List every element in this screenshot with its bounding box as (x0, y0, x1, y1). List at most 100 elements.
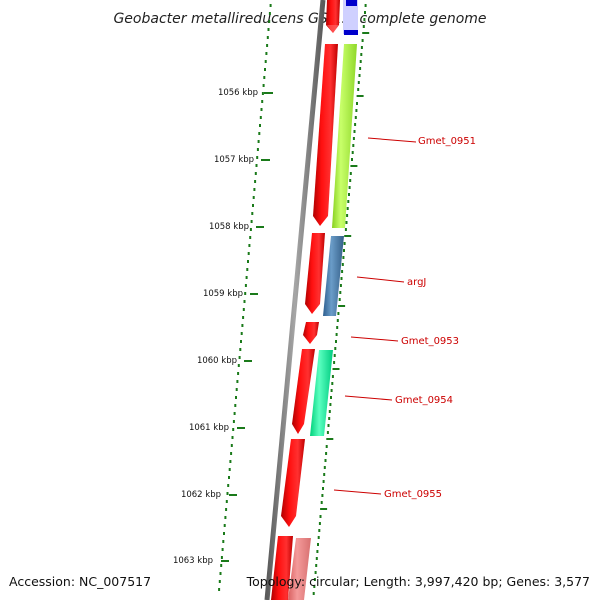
track-dot (235, 388, 238, 391)
track-dot (336, 319, 339, 322)
track-dot (258, 132, 261, 135)
track-dot (331, 382, 334, 385)
gc-content-track-right (312, 4, 370, 595)
svg-text:Gmet_0954: Gmet_0954 (395, 395, 453, 406)
track-dot (314, 571, 317, 574)
track-dot (223, 532, 225, 535)
track-dot (346, 214, 349, 217)
track-dot (250, 220, 253, 223)
track-dot (356, 102, 358, 105)
track-dot (343, 242, 346, 245)
track-dot (364, 4, 367, 7)
track-dot (265, 52, 268, 55)
track-dot (224, 516, 227, 519)
ruler-tick-1059: 1059 kbp (203, 289, 258, 299)
gene-arrow-bottom-forward (271, 536, 293, 600)
gene-arrow-gmet-0954-forward (292, 349, 315, 434)
track-dot (331, 375, 334, 378)
track-dot (219, 572, 222, 575)
track-dot (262, 84, 265, 87)
track-dot (360, 46, 363, 49)
track-dot (327, 424, 330, 427)
track-dot (230, 444, 233, 447)
track-dot (261, 100, 264, 103)
track-dot (252, 204, 254, 207)
track-dot (249, 228, 252, 231)
track-dot (321, 494, 324, 497)
gene-block-bottom-pale (288, 538, 311, 600)
track-dot (360, 53, 363, 56)
track-dot (233, 412, 236, 415)
track-dot (337, 312, 340, 315)
track-dot (338, 298, 341, 301)
track-dot (348, 193, 350, 196)
track-dot (238, 356, 241, 359)
track-dot (330, 396, 332, 399)
genome-backbone (264, 0, 326, 600)
track-dot (344, 235, 352, 237)
track-dot (329, 403, 332, 406)
track-dot (335, 333, 338, 336)
track-dot (234, 404, 237, 407)
svg-text:1063 kbp: 1063 kbp (173, 556, 213, 566)
track-dot (220, 564, 223, 567)
gene-arrow-gmet-0951-forward (313, 44, 338, 226)
svg-text:argJ: argJ (407, 277, 426, 288)
track-dot (223, 524, 226, 527)
track-dot (326, 438, 334, 440)
gene-label-gmet-0955: Gmet_0955 (333, 489, 442, 500)
track-dot (220, 556, 223, 559)
gene-block-top-lavender (343, 0, 358, 34)
ruler-tick-1063: 1063 kbp (173, 556, 229, 566)
track-dot (342, 256, 345, 259)
track-dot (249, 236, 252, 239)
track-dot (264, 60, 267, 63)
track-dot (352, 137, 355, 140)
gene-arrow-gmet-0955-forward (281, 439, 305, 527)
track-dot (221, 548, 224, 551)
track-dot (323, 473, 326, 476)
accession-text: Accession: NC_007517 (9, 574, 151, 589)
track-dot (363, 18, 366, 21)
track-dot (362, 32, 370, 34)
svg-text:Gmet_0955: Gmet_0955 (384, 489, 442, 500)
track-dot (336, 326, 339, 329)
track-dot (349, 172, 352, 175)
track-dot (228, 468, 231, 471)
track-dot (341, 263, 344, 266)
ruler-tick-1060: 1060 kbp (197, 356, 252, 366)
track-dot (244, 292, 247, 295)
svg-text:1062 kbp: 1062 kbp (181, 490, 221, 500)
track-dot (350, 165, 358, 167)
track-dot (269, 4, 272, 7)
map-title: Geobacter metallireducens GS-15, complet… (113, 11, 486, 27)
track-dot (319, 515, 322, 518)
track-dot (229, 460, 232, 463)
gene-block-top-blue-end (344, 30, 358, 35)
track-dot (359, 60, 362, 63)
track-dot (313, 578, 316, 581)
track-dot (266, 44, 269, 47)
track-dot (222, 540, 225, 543)
track-dot (354, 123, 357, 126)
track-dot (358, 74, 361, 77)
track-dot (333, 354, 336, 357)
track-dot (322, 487, 324, 490)
track-dot (254, 172, 257, 175)
track-dot (225, 508, 228, 511)
track-dot (339, 291, 342, 294)
track-dot (240, 332, 243, 335)
track-dot (317, 536, 320, 539)
track-dot (312, 592, 315, 595)
track-dot (355, 109, 358, 112)
track-dot (252, 196, 255, 199)
track-dot (353, 130, 356, 133)
track-dot (324, 459, 327, 462)
track-dot (320, 501, 323, 504)
topology-text: Topology: circular; Length: 3,997,420 bp… (246, 574, 590, 589)
track-dot (241, 324, 244, 327)
gene-block-top-blue (346, 0, 357, 6)
track-dot (253, 188, 256, 191)
track-dot (226, 492, 229, 495)
svg-text:1059 kbp: 1059 kbp (203, 289, 243, 299)
